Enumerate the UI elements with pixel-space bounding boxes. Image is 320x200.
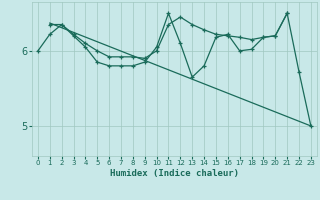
- X-axis label: Humidex (Indice chaleur): Humidex (Indice chaleur): [110, 169, 239, 178]
